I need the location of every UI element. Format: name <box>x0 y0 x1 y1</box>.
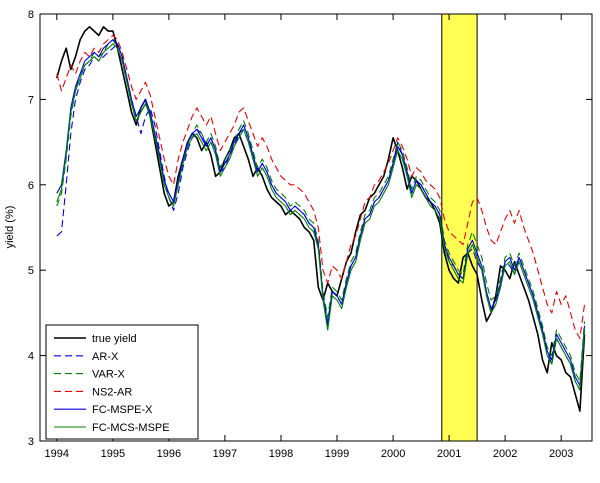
x-tick-label: 2003 <box>549 448 573 460</box>
y-tick-label: 6 <box>28 180 34 192</box>
y-tick-label: 8 <box>28 9 34 21</box>
legend-label-var-x: VAR-X <box>92 369 125 381</box>
y-tick-label: 4 <box>28 351 34 363</box>
legend-label-fc-mspe-x: FC-MSPE-X <box>92 404 153 416</box>
series-line-ns2-ar <box>56 34 586 340</box>
x-tick-label: 2002 <box>493 448 517 460</box>
legend-label-ar-x: AR-X <box>92 351 119 363</box>
legend-box <box>45 324 199 440</box>
x-tick-label: 1998 <box>269 448 293 460</box>
legend-label-fc-mcs-mspe: FC-MCS-MSPE <box>92 422 170 434</box>
chart-layers: 1994 1995 1996 1997 1998 1999 2000 2001 2002 2003… <box>28 9 593 460</box>
y-tick-label: 7 <box>28 94 34 106</box>
y-tick-label: 5 <box>28 265 34 277</box>
plot-border <box>39 13 593 442</box>
x-tick-label: 1995 <box>101 448 125 460</box>
x-tick-label: 1997 <box>213 448 237 460</box>
x-tick-label: 1999 <box>325 448 349 460</box>
legend-label-true-yield: true yield <box>92 333 137 345</box>
legend-label-ns2-ar: NS2-AR <box>92 386 132 398</box>
y-axis-label: yield (%) <box>4 206 16 249</box>
series-line-fc-mcs-mspe <box>56 43 586 391</box>
x-tick-label: 2000 <box>381 448 405 460</box>
x-tick-label: 1994 <box>45 448 69 460</box>
x-tick-label: 1996 <box>157 448 181 460</box>
y-tick-label: 3 <box>28 436 34 448</box>
x-tick-label: 2001 <box>437 448 461 460</box>
